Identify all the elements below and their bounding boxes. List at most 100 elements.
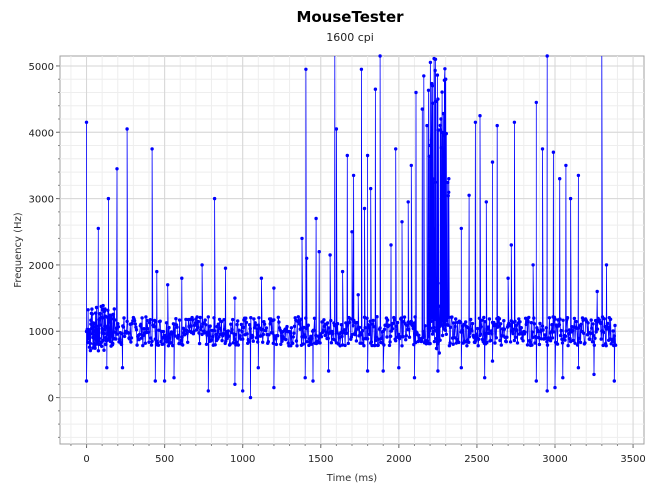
data-point xyxy=(286,341,290,345)
data-point xyxy=(145,318,149,323)
data-point xyxy=(373,343,377,347)
data-point xyxy=(559,328,563,333)
data-point xyxy=(604,344,608,348)
data-point xyxy=(292,331,296,335)
data-point xyxy=(208,324,212,328)
data-point xyxy=(104,342,108,347)
data-point xyxy=(150,147,154,151)
data-point xyxy=(578,340,583,345)
data-point xyxy=(248,327,252,331)
data-point xyxy=(228,342,232,346)
data-point xyxy=(116,325,121,329)
data-point xyxy=(194,328,199,332)
data-point xyxy=(211,334,215,339)
data-point xyxy=(430,194,434,198)
data-point xyxy=(428,60,433,65)
data-point xyxy=(327,326,331,330)
data-point xyxy=(254,323,258,327)
data-point xyxy=(164,321,169,325)
data-point xyxy=(166,283,170,287)
data-point xyxy=(360,341,364,345)
data-point xyxy=(226,329,230,333)
data-point xyxy=(433,57,438,61)
data-point xyxy=(526,319,530,324)
data-point xyxy=(352,318,356,323)
data-point xyxy=(487,331,491,335)
data-point xyxy=(478,114,482,118)
data-point xyxy=(129,340,133,344)
data-point xyxy=(422,74,426,78)
data-point xyxy=(467,340,471,344)
data-point xyxy=(432,339,437,344)
data-point xyxy=(233,332,237,337)
data-point xyxy=(553,317,557,321)
data-point xyxy=(527,315,531,320)
data-point xyxy=(387,343,392,348)
data-point xyxy=(317,250,321,254)
data-point xyxy=(93,346,97,350)
data-point xyxy=(435,73,440,77)
data-point xyxy=(435,330,439,334)
data-point xyxy=(304,326,309,331)
data-point xyxy=(570,329,575,333)
data-point xyxy=(432,177,436,181)
data-point xyxy=(601,343,605,348)
data-point xyxy=(284,337,288,342)
data-point xyxy=(276,334,280,338)
data-point xyxy=(129,336,134,340)
data-point xyxy=(304,67,308,72)
data-point xyxy=(249,316,253,320)
data-point xyxy=(443,328,448,332)
data-point xyxy=(205,333,209,337)
data-point xyxy=(591,322,595,326)
data-point xyxy=(460,328,464,332)
data-point xyxy=(612,334,616,338)
data-point xyxy=(101,316,105,320)
data-point xyxy=(543,336,548,340)
data-point xyxy=(436,97,440,101)
data-point xyxy=(613,343,618,347)
data-point xyxy=(541,328,545,332)
data-point xyxy=(180,335,184,339)
data-point xyxy=(572,316,577,321)
y-tick-label: 1000 xyxy=(29,327,54,338)
data-point xyxy=(203,318,207,322)
data-point xyxy=(429,326,433,330)
data-point xyxy=(602,330,606,335)
data-point xyxy=(361,337,365,341)
data-point xyxy=(394,324,398,328)
data-point xyxy=(512,120,517,125)
data-point xyxy=(105,325,109,330)
data-point xyxy=(563,338,567,342)
data-point xyxy=(158,319,162,323)
data-point xyxy=(147,321,152,325)
data-point xyxy=(430,332,435,336)
data-point xyxy=(252,317,256,321)
data-point xyxy=(84,120,89,125)
y-tick-label: 0 xyxy=(48,394,54,405)
data-point xyxy=(412,376,417,380)
data-point xyxy=(457,340,461,345)
data-point xyxy=(498,338,502,343)
data-point xyxy=(590,340,595,344)
data-point xyxy=(429,138,433,142)
data-point xyxy=(452,336,457,340)
data-point xyxy=(196,319,200,324)
data-point xyxy=(231,341,235,345)
x-tick-label: 0 xyxy=(83,454,89,465)
data-point xyxy=(276,315,280,319)
data-point xyxy=(558,317,562,321)
data-point xyxy=(117,337,122,341)
y-axis-label: Frequency (Hz) xyxy=(13,212,24,288)
data-point xyxy=(173,334,177,338)
data-point xyxy=(112,307,117,311)
data-point xyxy=(279,342,283,346)
data-point xyxy=(537,342,542,347)
data-point xyxy=(592,334,596,338)
data-point xyxy=(111,341,115,346)
data-point xyxy=(534,379,538,383)
data-point xyxy=(417,333,421,337)
data-point xyxy=(350,230,354,234)
data-point xyxy=(449,325,453,329)
data-point xyxy=(204,342,209,346)
